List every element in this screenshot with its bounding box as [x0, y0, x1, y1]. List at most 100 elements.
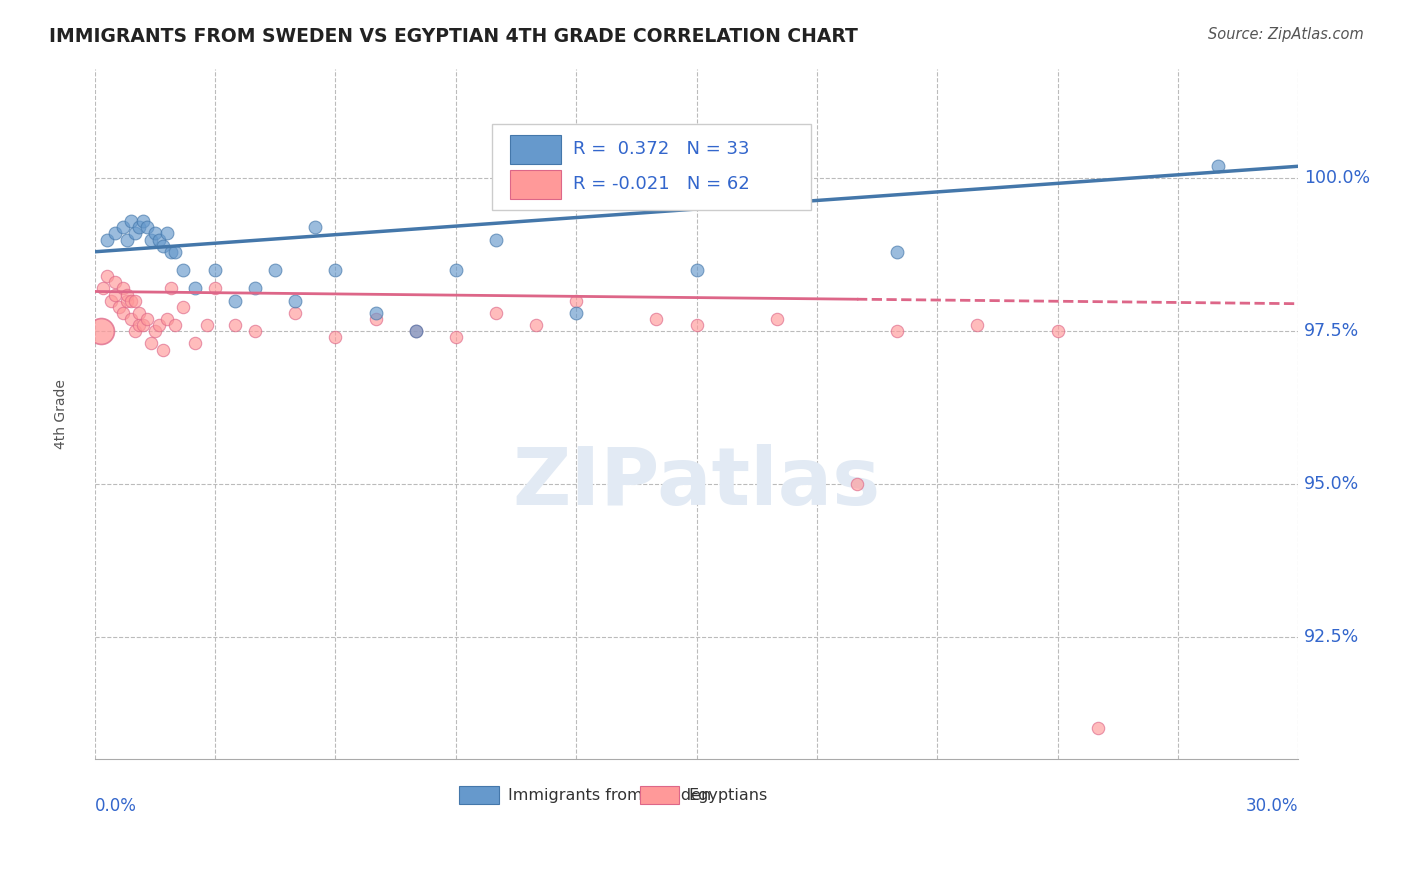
Point — [264, 263, 287, 277]
Point — [135, 312, 157, 326]
Point — [143, 227, 166, 241]
Point — [111, 281, 134, 295]
Point — [565, 293, 588, 308]
Point — [195, 318, 218, 332]
Point — [284, 306, 307, 320]
Point — [115, 293, 138, 308]
Point — [124, 293, 146, 308]
Point — [325, 263, 347, 277]
Point — [160, 244, 183, 259]
Point — [156, 227, 179, 241]
Point — [120, 312, 142, 326]
Point — [139, 233, 162, 247]
Text: 95.0%: 95.0% — [1305, 475, 1360, 493]
Point — [90, 324, 112, 338]
FancyBboxPatch shape — [510, 169, 561, 199]
Point — [765, 312, 787, 326]
Point — [115, 233, 138, 247]
Point — [224, 318, 246, 332]
Point — [91, 281, 114, 295]
Text: R = -0.021   N = 62: R = -0.021 N = 62 — [572, 176, 749, 194]
Text: Source: ZipAtlas.com: Source: ZipAtlas.com — [1208, 27, 1364, 42]
FancyBboxPatch shape — [492, 124, 811, 210]
Point — [685, 318, 707, 332]
Point — [152, 238, 174, 252]
Point — [444, 330, 467, 344]
Point — [100, 293, 122, 308]
Point — [364, 312, 387, 326]
Point — [524, 318, 547, 332]
Text: 100.0%: 100.0% — [1305, 169, 1371, 187]
Point — [224, 293, 246, 308]
Text: Immigrants from Sweden: Immigrants from Sweden — [508, 788, 711, 803]
Point — [96, 233, 118, 247]
Point — [364, 306, 387, 320]
Point — [124, 324, 146, 338]
Point — [107, 300, 129, 314]
Point — [172, 263, 194, 277]
Text: R =  0.372   N = 33: R = 0.372 N = 33 — [572, 140, 749, 159]
Text: 97.5%: 97.5% — [1305, 322, 1360, 340]
Point — [128, 220, 150, 235]
Point — [148, 318, 170, 332]
Point — [1046, 324, 1069, 338]
Point — [966, 318, 988, 332]
Point — [135, 220, 157, 235]
Text: 4th Grade: 4th Grade — [53, 379, 67, 449]
Text: ZIPatlas: ZIPatlas — [512, 443, 880, 522]
Point — [565, 306, 588, 320]
Text: IMMIGRANTS FROM SWEDEN VS EGYPTIAN 4TH GRADE CORRELATION CHART: IMMIGRANTS FROM SWEDEN VS EGYPTIAN 4TH G… — [49, 27, 858, 45]
Point — [139, 336, 162, 351]
Point — [132, 214, 155, 228]
Point — [325, 330, 347, 344]
Point — [485, 306, 508, 320]
Point — [111, 220, 134, 235]
Point — [405, 324, 427, 338]
Point — [204, 263, 226, 277]
Point — [243, 281, 266, 295]
Point — [304, 220, 326, 235]
Point — [104, 227, 127, 241]
Point — [184, 281, 207, 295]
Point — [1087, 721, 1109, 735]
Point — [160, 281, 183, 295]
Point — [405, 324, 427, 338]
Point — [128, 306, 150, 320]
Point — [120, 214, 142, 228]
Point — [172, 300, 194, 314]
Point — [485, 233, 508, 247]
Point — [143, 324, 166, 338]
Point — [184, 336, 207, 351]
Point — [111, 306, 134, 320]
Point — [128, 318, 150, 332]
Point — [124, 227, 146, 241]
Point — [96, 269, 118, 284]
Point — [886, 324, 908, 338]
Point — [243, 324, 266, 338]
FancyBboxPatch shape — [640, 786, 679, 804]
Point — [132, 318, 155, 332]
FancyBboxPatch shape — [460, 786, 499, 804]
Text: 0.0%: 0.0% — [94, 797, 136, 814]
Point — [115, 287, 138, 301]
Point — [886, 244, 908, 259]
Text: 92.5%: 92.5% — [1305, 628, 1360, 646]
Point — [685, 263, 707, 277]
Point — [163, 318, 186, 332]
Point — [846, 476, 869, 491]
Point — [120, 293, 142, 308]
Text: Egyptians: Egyptians — [689, 788, 768, 803]
Point — [284, 293, 307, 308]
Point — [148, 233, 170, 247]
Point — [152, 343, 174, 357]
Point — [163, 244, 186, 259]
Text: 30.0%: 30.0% — [1246, 797, 1298, 814]
Point — [104, 287, 127, 301]
Point — [444, 263, 467, 277]
Point — [645, 312, 668, 326]
FancyBboxPatch shape — [510, 135, 561, 164]
Point — [1206, 159, 1229, 173]
Point — [156, 312, 179, 326]
Point — [104, 276, 127, 290]
Point — [204, 281, 226, 295]
